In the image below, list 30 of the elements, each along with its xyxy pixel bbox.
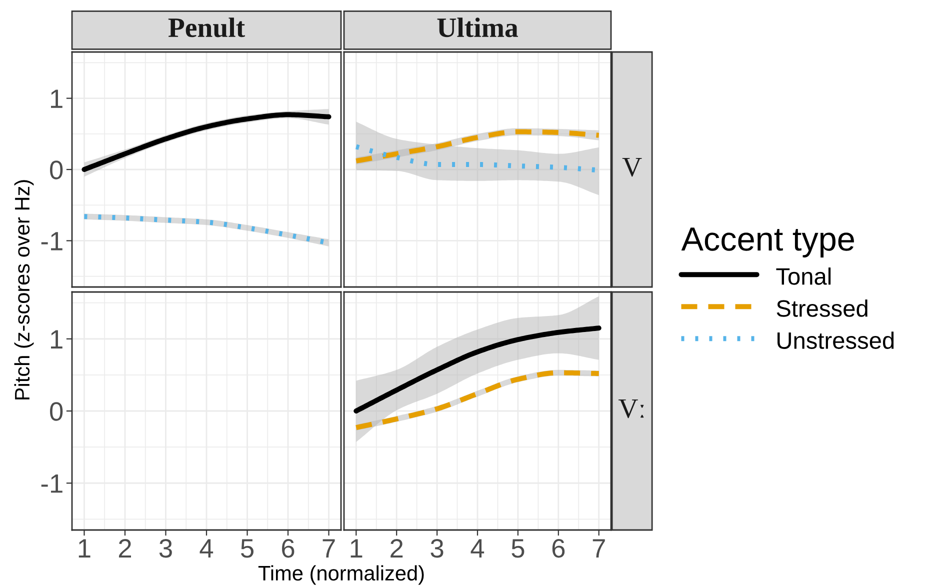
y-tick-label: -1 — [41, 232, 62, 250]
y-tick-label: -1 — [41, 474, 62, 493]
x-tick-label: 5 — [240, 539, 254, 558]
x-tick-label: 5 — [512, 539, 524, 558]
y-tick-label: 0 — [50, 160, 63, 180]
x-tick-label: 6 — [282, 539, 294, 558]
x-tick-label: 2 — [118, 539, 131, 558]
y-tick-label: 1 — [51, 90, 62, 108]
text: Vː — [618, 399, 644, 418]
x-tick-label: 2 — [390, 539, 403, 558]
y-tick-label: 0 — [50, 402, 63, 421]
x-axis-title: Time (normalized) — [258, 565, 424, 585]
x-tick-label: 4 — [470, 539, 484, 558]
chart-title: Ultima — [437, 18, 518, 38]
chart-title: Penult — [168, 18, 245, 38]
x-tick-label: 1 — [78, 539, 90, 558]
x-tick-label: 7 — [592, 539, 605, 558]
legend-title: Accent type — [681, 228, 854, 258]
x-tick-label: 3 — [159, 539, 172, 558]
y-axis-title: Pitch (z-scores over Hz) — [14, 180, 34, 400]
x-tick-label: 1 — [350, 539, 362, 558]
x-tick-label: 6 — [552, 539, 565, 558]
legend-label: Tonal — [776, 268, 831, 285]
legend-label: Unstressed — [778, 332, 894, 349]
y-tick-label: 1 — [51, 330, 62, 348]
x-tick-label: 4 — [200, 539, 214, 558]
x-tick-label: 3 — [430, 539, 444, 558]
x-tick-label: 7 — [322, 539, 335, 558]
legend-label: Stressed — [776, 300, 868, 317]
text: V — [622, 158, 642, 177]
